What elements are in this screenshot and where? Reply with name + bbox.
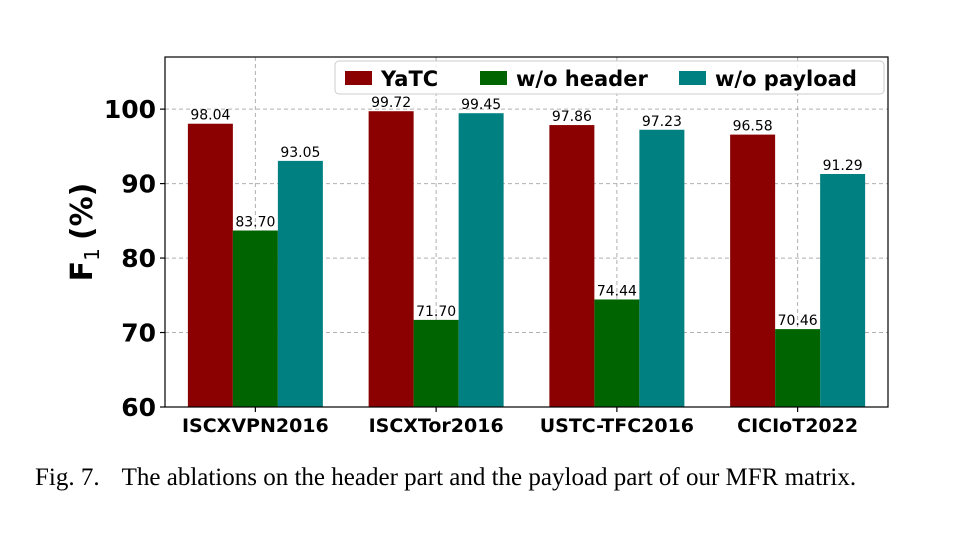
legend-entry: w/o header [516, 67, 648, 91]
bar-value-label: 98.04 [190, 108, 230, 124]
y-tick-label: 60 [121, 393, 156, 422]
bar-value-label: 83.70 [235, 215, 275, 231]
x-tick-label: CICIoT2022 [737, 415, 858, 437]
x-tick-label: USTC-TFC2016 [540, 415, 694, 437]
bar-value-label: 99.72 [371, 95, 411, 111]
x-tick-label: ISCXVPN2016 [182, 415, 329, 437]
bar [458, 113, 504, 408]
bar [549, 125, 595, 407]
bar-value-label: 74.44 [597, 283, 637, 299]
bar [730, 134, 776, 407]
legend-swatch [345, 71, 372, 85]
legend-swatch [679, 71, 706, 85]
bar-value-label: 97.86 [552, 109, 592, 125]
bar [639, 129, 685, 408]
bar [277, 160, 323, 407]
x-axis-ticks: ISCXVPN2016 ISCXTor2016 USTC-TFC2016 CICIoT… [182, 407, 858, 437]
bar-value-label: 93.05 [280, 145, 320, 161]
y-tick-label: 70 [121, 319, 156, 348]
caption-text: The ablations on the header part and the… [121, 464, 857, 491]
bar-value-label: 91.29 [823, 158, 863, 174]
y-tick-label: 100 [104, 95, 156, 124]
bar-value-label: 70.46 [778, 313, 818, 329]
y-axis-label: F1(%) [65, 183, 104, 282]
y-axis-ticks: 60 70 80 90 100 [104, 95, 165, 422]
y-tick-label: 80 [121, 244, 156, 273]
figure-caption: Fig. 7. The ablations on the header part … [35, 462, 927, 493]
bar [187, 123, 233, 408]
bar [368, 111, 414, 407]
bar-value-label: 96.58 [733, 119, 773, 135]
bar-value-label: 71.70 [416, 304, 456, 320]
bars [187, 111, 866, 408]
legend-box [334, 60, 885, 95]
plot-frame [164, 56, 889, 408]
data-labels: 98.04 83.70 93.05 99.72 71.70 99.45 97.86 74.44… [190, 95, 862, 329]
y-tick-label: 90 [121, 170, 156, 199]
legend: YaTC w/o header w/o payload [334, 60, 885, 95]
legend-entry: YaTC [380, 67, 438, 91]
bar [413, 319, 459, 407]
bar-value-label: 97.23 [642, 114, 682, 130]
bar-value-label: 99.45 [461, 97, 501, 113]
x-tick-label: ISCXTor2016 [369, 415, 504, 437]
legend-swatch [480, 71, 507, 85]
bar [775, 329, 821, 407]
figure-number: Fig. 7. [35, 464, 100, 491]
bar [594, 299, 640, 407]
bar [820, 173, 866, 407]
bar [232, 230, 278, 407]
legend-entry: w/o payload [715, 67, 857, 91]
